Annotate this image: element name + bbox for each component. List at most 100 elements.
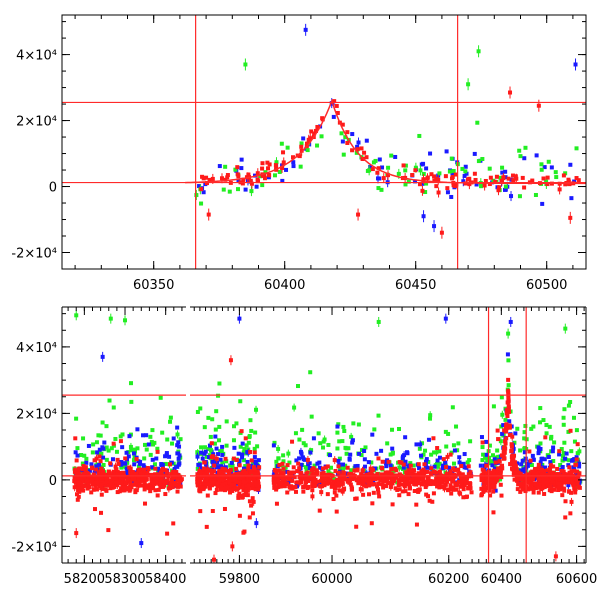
- red-point: [449, 474, 454, 479]
- red-point: [214, 487, 219, 492]
- blue-point: [509, 194, 514, 199]
- red-point: [468, 486, 473, 491]
- red-point: [237, 491, 242, 496]
- red-point: [320, 117, 325, 122]
- red-point: [295, 469, 300, 474]
- x-tick-label: 58200: [64, 572, 105, 587]
- blue-point: [75, 453, 80, 458]
- green-point: [208, 434, 213, 439]
- blue-point: [450, 171, 455, 176]
- red-point: [483, 178, 488, 183]
- red-point: [118, 439, 123, 444]
- blue-point: [119, 459, 124, 464]
- red-point: [317, 508, 322, 513]
- blue-point: [515, 461, 520, 466]
- blue-point: [503, 169, 508, 174]
- blue-point: [215, 460, 220, 465]
- blue-point: [525, 463, 530, 468]
- green-point: [561, 415, 566, 420]
- red-point: [241, 530, 246, 535]
- red-point: [353, 496, 358, 501]
- blue-point: [135, 427, 140, 432]
- red-point: [550, 471, 555, 476]
- red-point: [488, 485, 493, 490]
- red-point: [229, 483, 234, 488]
- red-point: [510, 466, 515, 471]
- green-point: [152, 462, 157, 467]
- green-point: [517, 148, 522, 153]
- red-point: [498, 482, 503, 487]
- red-outlier-point: [508, 90, 513, 95]
- blue-point: [307, 461, 312, 466]
- blue-point: [150, 457, 155, 462]
- red-point: [544, 480, 549, 485]
- red-point: [99, 482, 104, 487]
- red-point: [129, 485, 134, 490]
- red-point: [576, 178, 581, 183]
- red-point: [155, 493, 160, 498]
- blue-outlier-point: [421, 214, 426, 219]
- red-point: [389, 467, 394, 472]
- green-point: [560, 458, 565, 463]
- blue-point: [362, 457, 367, 462]
- red-point: [368, 466, 373, 471]
- bottom-plot-area: [478, 316, 583, 562]
- red-point: [84, 478, 89, 483]
- red-point: [329, 481, 334, 486]
- red-point: [312, 472, 317, 477]
- blue-point: [536, 451, 541, 456]
- red-point: [482, 183, 487, 188]
- red-point: [427, 498, 432, 503]
- blue-point: [355, 463, 360, 468]
- blue-point: [401, 465, 406, 470]
- red-point: [94, 456, 99, 461]
- red-point: [225, 468, 230, 473]
- red-point: [305, 457, 310, 462]
- red-point: [108, 480, 113, 485]
- red-point: [107, 483, 112, 488]
- blue-point: [522, 450, 527, 455]
- red-point: [160, 468, 165, 473]
- red-point: [290, 478, 295, 483]
- red-point: [331, 479, 336, 484]
- red-point: [451, 472, 456, 477]
- blue-point: [271, 443, 276, 448]
- red-point: [251, 499, 256, 504]
- green-point: [74, 416, 79, 421]
- red-point: [115, 457, 120, 462]
- blue-point: [534, 153, 539, 158]
- red-point: [354, 524, 359, 529]
- red-point: [522, 185, 527, 190]
- red-point: [132, 482, 137, 487]
- green-point: [251, 462, 256, 467]
- red-point: [543, 435, 548, 440]
- red-outlier-point: [553, 554, 558, 559]
- red-outlier-point: [439, 230, 444, 235]
- green-point: [209, 448, 214, 453]
- blue-point: [500, 170, 505, 175]
- green-point: [258, 174, 263, 179]
- blue-point: [253, 459, 258, 464]
- red-point: [509, 444, 514, 449]
- red-point: [495, 477, 500, 482]
- red-point: [515, 471, 520, 476]
- y-tick-label: -2×10⁴: [11, 540, 57, 555]
- red-point: [94, 487, 99, 492]
- red-point: [355, 468, 360, 473]
- blue-point: [479, 435, 484, 440]
- blue-point: [452, 448, 457, 453]
- red-point: [99, 486, 104, 491]
- red-point: [456, 480, 461, 485]
- green-point: [158, 395, 163, 400]
- red-point: [100, 469, 105, 474]
- red-point: [376, 166, 381, 171]
- green-point: [385, 441, 390, 446]
- green-point: [274, 459, 279, 464]
- green-point: [529, 463, 534, 468]
- green-point: [125, 460, 130, 465]
- red-point: [119, 472, 124, 477]
- blue-point: [417, 466, 422, 471]
- red-point: [487, 488, 492, 493]
- red-point: [98, 459, 103, 464]
- red-point: [215, 481, 220, 486]
